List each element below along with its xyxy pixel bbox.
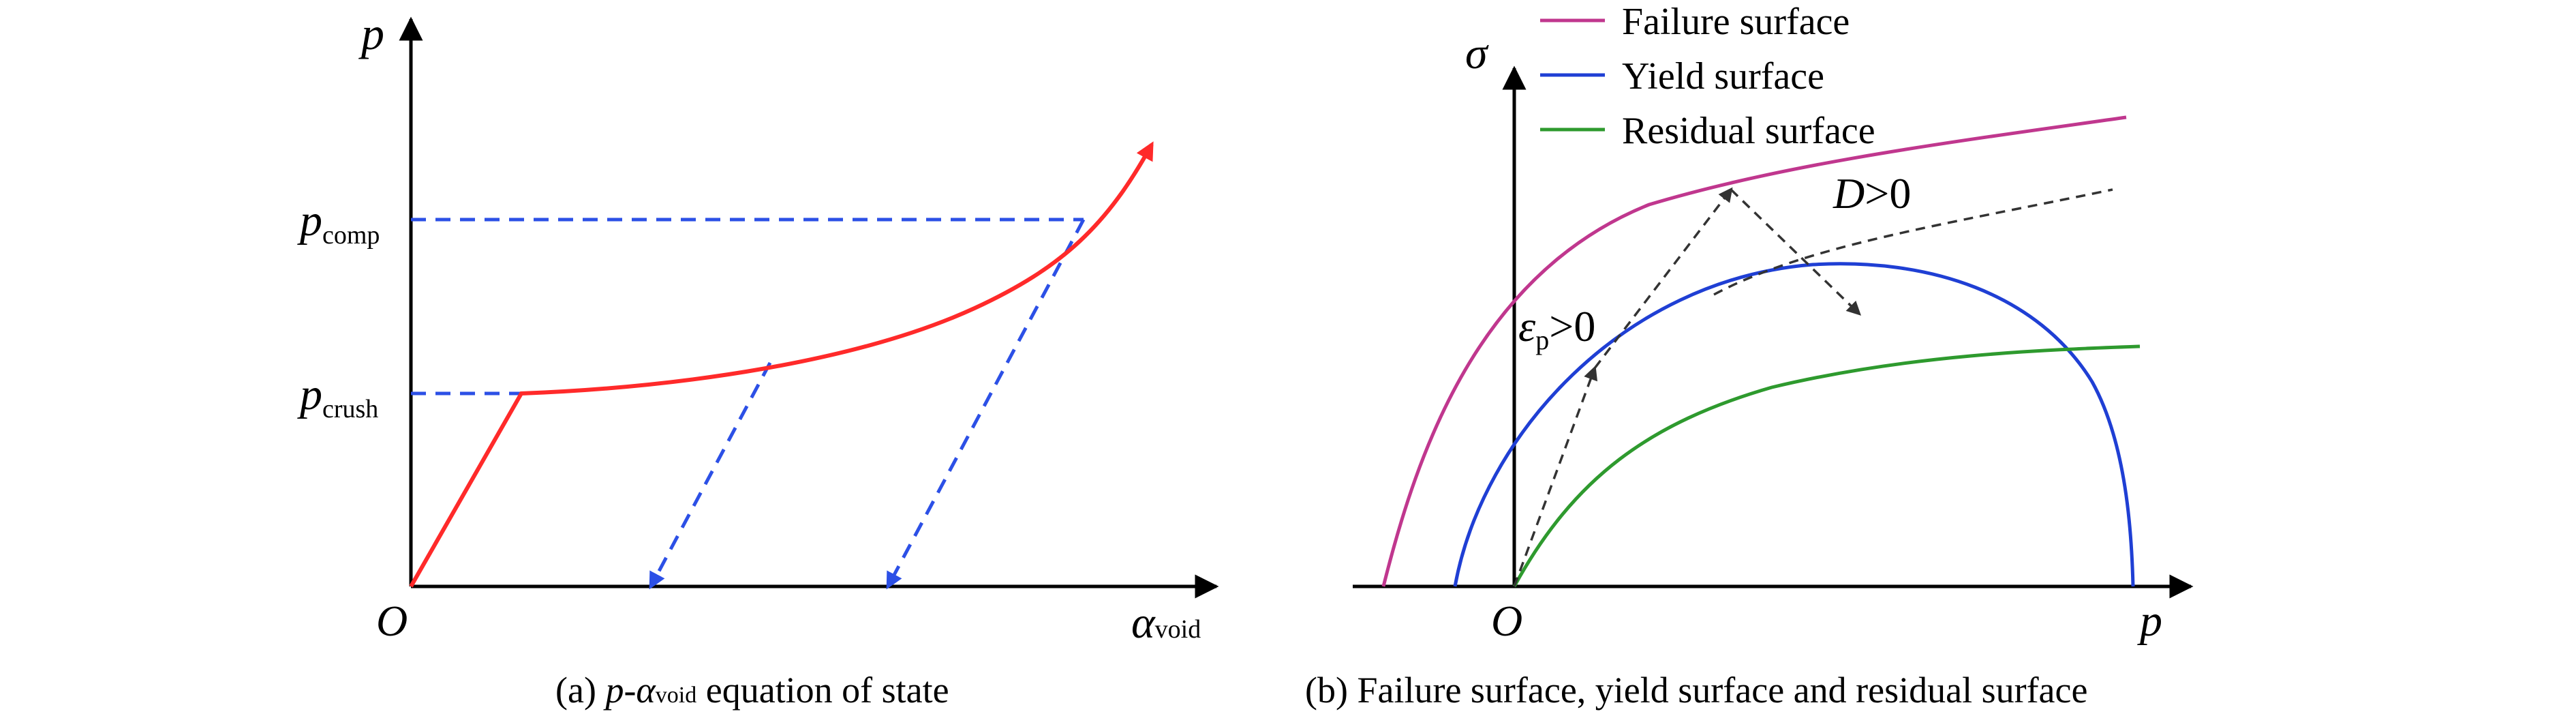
panel-b-origin-label: O (1491, 597, 1522, 645)
legend-label-failure: Failure surface (1622, 1, 1850, 43)
unloading-line-2 (886, 218, 1086, 590)
panel-b-caption: (b) Failure surface, yield surface and r… (1305, 670, 2087, 711)
panel-a-origin-label: O (376, 597, 408, 645)
dashed-intermediate-surface (1713, 188, 2113, 296)
legend-label-residual: Residual surface (1622, 110, 1875, 152)
legend-item-failure-surface: Failure surface (1540, 1, 1850, 43)
p-crush-label: pcrush (297, 370, 378, 423)
legend-label-yield: Yield surface (1622, 55, 1824, 98)
damage-label: D>0 (1833, 169, 1911, 218)
residual-surface-curve (1512, 344, 2141, 588)
panel-b-strength-surfaces-diagram: σ O p D>0 εp>0 Failure surface Yield sur… (1305, 1, 2194, 711)
legend-item-residual-surface: Residual surface (1540, 110, 1875, 152)
yield-surface-curve (1453, 262, 2135, 587)
panel-b-y-axis-label: σ (1465, 29, 1489, 78)
panel-b-x-axis-label: p (2137, 596, 2162, 646)
legend-item-yield-surface: Yield surface (1540, 55, 1824, 98)
panel-a-caption: (a) p-αvoid equation of state (555, 670, 949, 711)
p-comp-label: pcomp (297, 196, 380, 250)
panel-a-x-axis-label: αvoid (1131, 598, 1201, 648)
dashed-loading-path-2 (1593, 187, 1733, 370)
legend: Failure surface Yield surface Residual s… (1540, 1, 1875, 152)
unloading-line-1 (649, 361, 772, 590)
dashed-loading-path-1 (1513, 366, 1598, 587)
failure-surface-curve (1381, 115, 2127, 587)
panel-a-y-axis-label: p (358, 8, 384, 59)
panel-a-pressure-void-diagram: p O αvoid pcomp pcrush (a) p-αvoid equat… (297, 8, 1219, 711)
compaction-curve (409, 141, 1154, 588)
plastic-strain-label: εp>0 (1518, 302, 1595, 355)
dashed-softening-path (1730, 188, 1862, 316)
